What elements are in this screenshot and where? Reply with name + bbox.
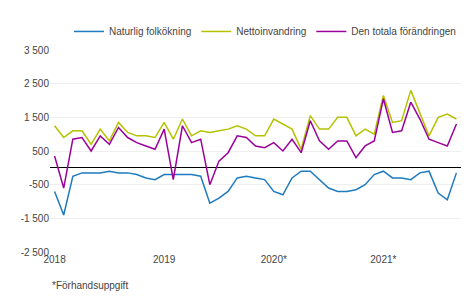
svg-text:-500: -500 — [29, 179, 49, 190]
svg-text:2020*: 2020* — [261, 254, 287, 265]
svg-text:*Förhandsuppgift: *Förhandsuppgift — [52, 280, 128, 291]
svg-text:2 500: 2 500 — [24, 78, 49, 89]
svg-text:-1 500: -1 500 — [21, 213, 50, 224]
svg-text:Den totala förändringen: Den totala förändringen — [351, 26, 456, 37]
svg-text:-2 500: -2 500 — [21, 247, 50, 258]
svg-text:Naturlig folkökning: Naturlig folkökning — [109, 26, 191, 37]
svg-text:1 500: 1 500 — [24, 112, 49, 123]
svg-text:Nettoinvandring: Nettoinvandring — [236, 26, 306, 37]
svg-text:3 500: 3 500 — [24, 45, 49, 56]
svg-text:2019: 2019 — [153, 254, 176, 265]
svg-text:500: 500 — [32, 146, 49, 157]
svg-text:2021*: 2021* — [370, 254, 396, 265]
svg-text:2018: 2018 — [43, 254, 66, 265]
